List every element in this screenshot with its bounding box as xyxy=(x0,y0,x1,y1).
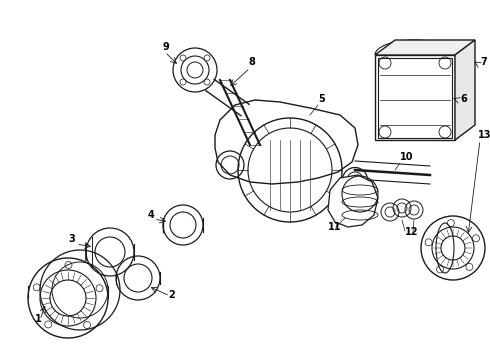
Polygon shape xyxy=(215,100,358,184)
Text: 1: 1 xyxy=(35,314,42,324)
Text: 8: 8 xyxy=(248,57,255,67)
Text: 13: 13 xyxy=(478,130,490,140)
Text: 10: 10 xyxy=(400,152,414,162)
Polygon shape xyxy=(375,40,475,55)
Text: 4: 4 xyxy=(148,210,155,220)
Text: 6: 6 xyxy=(460,94,467,104)
Polygon shape xyxy=(455,40,475,140)
Text: 2: 2 xyxy=(168,290,175,300)
Polygon shape xyxy=(328,175,378,227)
Polygon shape xyxy=(375,55,455,140)
Text: 9: 9 xyxy=(162,42,169,52)
Text: 12: 12 xyxy=(405,227,418,237)
Text: 5: 5 xyxy=(318,94,325,104)
Text: 7: 7 xyxy=(480,57,487,67)
Text: 11: 11 xyxy=(328,222,342,232)
Text: 3: 3 xyxy=(68,234,75,244)
